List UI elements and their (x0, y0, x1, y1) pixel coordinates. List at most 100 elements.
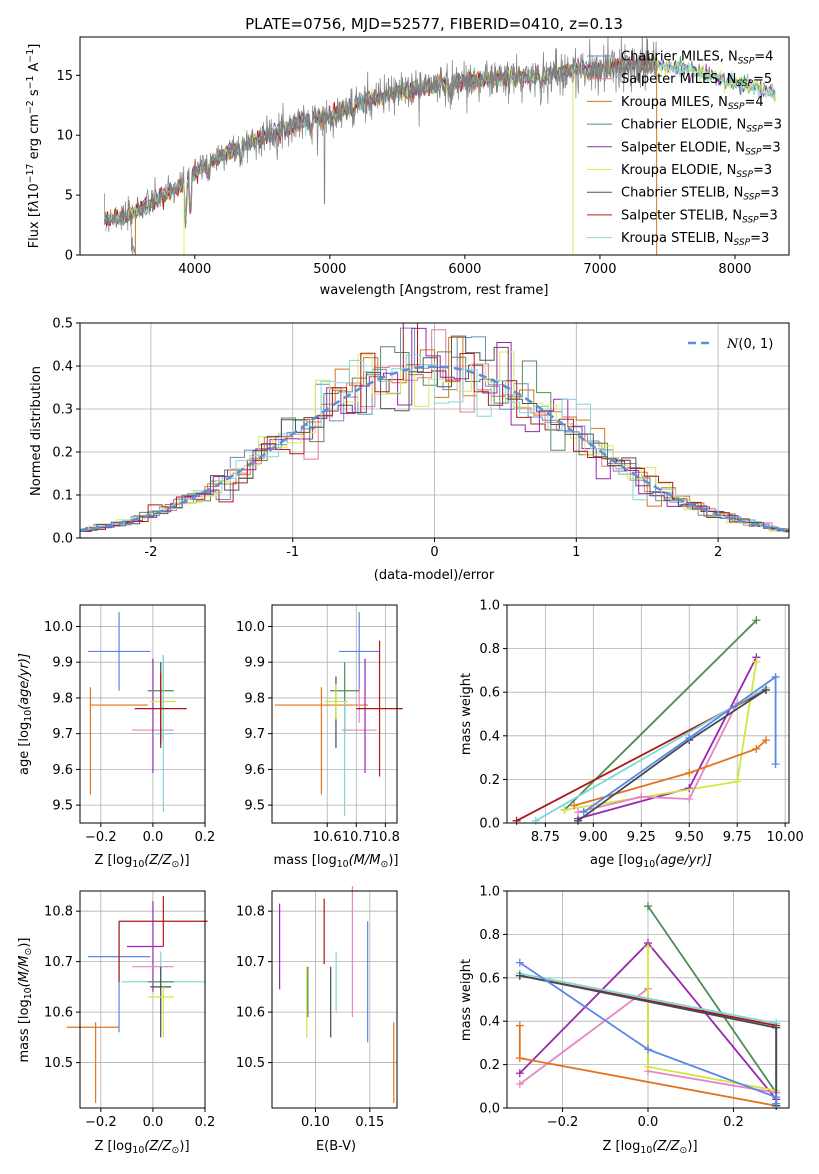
axes-frame (79, 604, 206, 824)
plot-area (274, 612, 403, 816)
axes-frame (79, 36, 790, 256)
y-tick-label: 9.9 (52, 656, 73, 671)
x-tick-label: −0.2 (547, 1115, 579, 1130)
point-marker (515, 1021, 524, 1030)
y-axis-label: Flux [fλ10−17 erg cm−2 s−1 A−1] (25, 44, 42, 249)
x-tick-label: 10.7 (342, 830, 371, 845)
x-tick-label: 0.15 (355, 1115, 384, 1130)
x-axis-label: Z [log10(Z/Z⊙)] (602, 1139, 697, 1156)
x-tick-label: 2 (714, 545, 722, 560)
x-tick-label: 0.0 (143, 830, 164, 845)
series-line (577, 702, 739, 813)
x-tick-label: 0.2 (195, 830, 216, 845)
x-tick-label: -1 (286, 545, 299, 560)
y-tick-label: 0.5 (52, 317, 73, 332)
x-axis-label: age [log10(age/yr)] (590, 853, 712, 870)
y-tick-label: 0.8 (479, 642, 500, 657)
y-tick-label: 9.7 (52, 727, 73, 742)
x-tick-label: 8000 (718, 262, 751, 277)
y-tick-label: 10.7 (44, 955, 73, 970)
axes-frame (506, 604, 790, 824)
point-marker (752, 616, 761, 625)
chart-title: PLATE=0756, MJD=52577, FIBERID=0410, z=0… (245, 15, 623, 33)
y-tick-label: 10.7 (236, 955, 265, 970)
x-tick-label: 4000 (178, 262, 211, 277)
weight-vs-age-axes: 8.75 9.00 9.25 9.50 9.75 10.00 0.0 0.2 0.4 0.6 0.8… (459, 599, 804, 871)
y-tick-label: 10 (56, 129, 73, 144)
x-tick-label: 0.10 (301, 1115, 330, 1130)
histogram-step (80, 329, 789, 532)
y-tick-label: 9.9 (244, 656, 265, 671)
point-marker (515, 958, 524, 967)
series-line (583, 675, 777, 813)
legend-entry: Chabrier ELODIE, NSSP=3 (621, 118, 782, 135)
y-tick-label: 0.0 (52, 532, 73, 547)
point-marker (761, 686, 770, 695)
series-line (573, 739, 767, 807)
x-tick-label: 9.25 (627, 830, 656, 845)
x-tick-label: 6000 (448, 262, 481, 277)
point-marker (685, 733, 694, 742)
point-marker (771, 760, 780, 769)
plot-area (512, 616, 780, 825)
y-tick-label: 9.5 (52, 799, 73, 814)
x-tick-label: 0 (430, 545, 438, 560)
legend-entry: Kroupa STELIB, NSSP=3 (621, 231, 769, 248)
legend-entry: Salpeter ELODIE, NSSP=3 (621, 140, 781, 157)
y-tick-label: 0.2 (52, 446, 73, 461)
y-tick-label: 0.4 (479, 1015, 500, 1030)
legend-entry: Kroupa MILES, NSSP=4 (621, 95, 764, 112)
x-axis-label: Z [log10(Z/Z⊙)] (94, 1139, 189, 1156)
axes-frame (79, 890, 206, 1109)
y-tick-label: 10.5 (44, 1056, 73, 1071)
histogram-step (80, 351, 789, 532)
point-marker (515, 1054, 524, 1063)
y-tick-label: 0.1 (52, 489, 73, 504)
x-tick-label: -2 (144, 545, 157, 560)
legend-entry: Salpeter MILES, NSSP=5 (621, 72, 772, 89)
point-marker (772, 1023, 781, 1032)
point-marker (685, 768, 694, 777)
y-tick-label: 9.8 (244, 691, 265, 706)
series-line (577, 656, 758, 820)
axes-frame (506, 890, 790, 1109)
x-tick-label: 8.75 (531, 830, 560, 845)
y-tick-label: 9.6 (52, 763, 73, 778)
y-tick-label: 0.0 (479, 817, 500, 832)
x-tick-label: 7000 (583, 262, 616, 277)
point-marker (685, 795, 694, 804)
point-marker (644, 1045, 652, 1054)
plot-area (66, 896, 208, 1103)
y-tick-label: 0.0 (479, 1102, 500, 1117)
x-tick-label: 1 (572, 545, 580, 560)
x-tick-label: 10.8 (371, 830, 400, 845)
point-marker (637, 792, 646, 801)
histogram-step (80, 323, 789, 533)
histogram-axes: -2 -1 0 1 2 0.0 0.1 0.2 0.3 0.4 0.5 (data-model)/er… (29, 317, 790, 583)
y-axis-label: mass weight (459, 673, 474, 755)
point-marker (772, 1099, 781, 1108)
x-tick-label: 5000 (313, 262, 346, 277)
age-vs-metallicity-axes: −0.2 0.0 0.2 9.5 9.6 9.7 9.8 9.9 10.0 Z [log10(Z/… (17, 604, 216, 870)
x-axis-label: (data-model)/error (374, 568, 495, 583)
plot-area (279, 885, 395, 1103)
legend: Chabrier MILES, NSSP=4 Salpeter MILES, NS… (587, 50, 782, 248)
y-tick-label: 15 (56, 69, 73, 84)
x-tick-label: −0.2 (85, 830, 117, 845)
x-tick-label: 0.0 (143, 1115, 164, 1130)
legend-entry: Salpeter STELIB, NSSP=3 (621, 208, 778, 225)
x-tick-label: 0.2 (723, 1115, 744, 1130)
y-tick-label: 10.0 (236, 620, 265, 635)
y-tick-label: 1.0 (479, 885, 500, 900)
y-tick-label: 0.3 (52, 403, 73, 418)
x-axis-label: E(B-V) (316, 1139, 356, 1154)
point-marker (771, 672, 780, 681)
y-tick-label: 0.4 (52, 360, 73, 375)
y-tick-label: 0.2 (479, 773, 500, 788)
y-tick-label: 9.5 (244, 799, 265, 814)
y-axis-label: mass weight (459, 959, 474, 1041)
point-marker (560, 805, 569, 814)
point-marker (570, 801, 579, 810)
plot-area (103, 37, 776, 255)
